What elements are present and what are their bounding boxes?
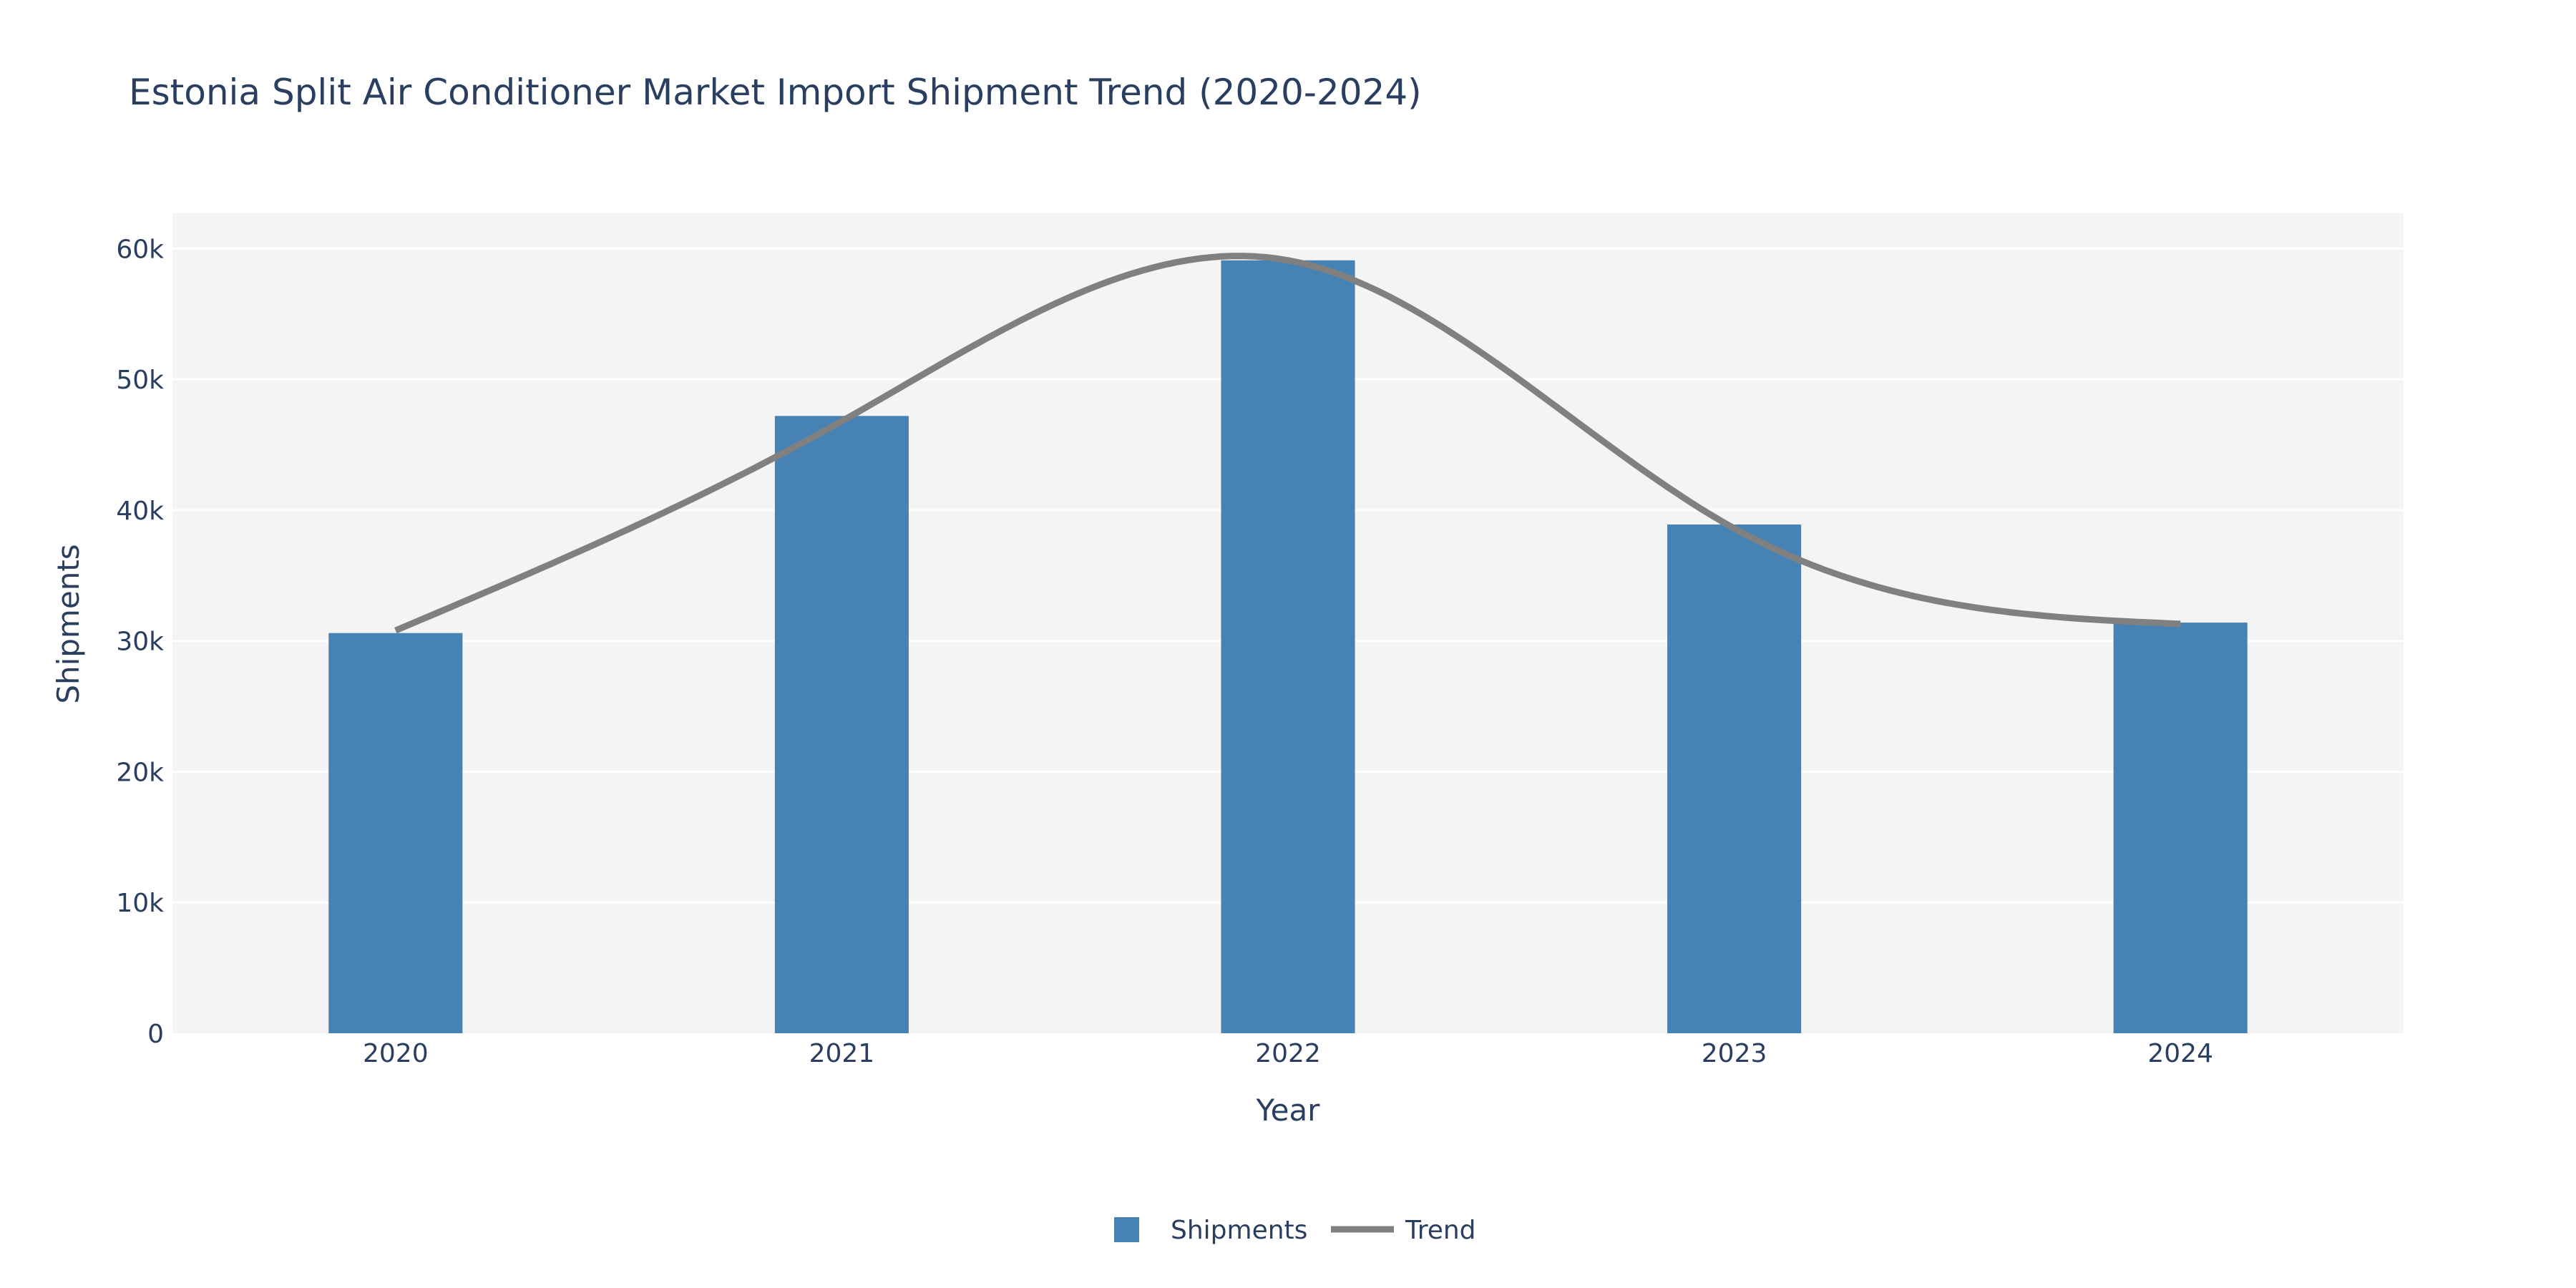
- y-tick-label: 60k: [116, 235, 164, 264]
- chart-title: Estonia Split Air Conditioner Market Imp…: [129, 72, 1422, 113]
- trend-line[interactable]: [394, 253, 2181, 634]
- legend-trend-label[interactable]: Trend: [1405, 1216, 1476, 1245]
- y-tick-label: 50k: [116, 366, 164, 395]
- legend[interactable]: Shipments Trend: [1114, 1216, 1476, 1245]
- x-tick-label: 2020: [363, 1039, 429, 1068]
- bar-2021[interactable]: [774, 416, 909, 1033]
- bar-2023[interactable]: [1667, 525, 1802, 1033]
- x-tick-label: 2023: [1702, 1039, 1767, 1068]
- y-tick-label: 10k: [116, 889, 164, 918]
- x-axis-title: Year: [1256, 1093, 1321, 1128]
- bar-2020[interactable]: [328, 633, 463, 1033]
- legend-shipments-swatch[interactable]: [1114, 1217, 1139, 1242]
- trend-line-group: [394, 253, 2181, 634]
- y-axis-title: Shipments: [51, 544, 86, 703]
- y-tick-label: 40k: [116, 497, 164, 526]
- bar-2024[interactable]: [2113, 623, 2248, 1033]
- legend-shipments-label[interactable]: Shipments: [1171, 1216, 1307, 1245]
- y-tick-label: 0: [147, 1020, 164, 1049]
- bars: [328, 260, 2248, 1033]
- y-tick-label: 20k: [116, 758, 164, 787]
- x-tick-label: 2022: [1255, 1039, 1321, 1068]
- x-tick-label: 2024: [2147, 1039, 2213, 1068]
- y-tick-label: 30k: [116, 628, 164, 657]
- x-axis-ticks: 2020 2021 2022 2023 2024: [363, 1039, 2213, 1068]
- y-axis-ticks: 0 10k 20k 30k 40k 50k 60k: [116, 235, 164, 1049]
- x-tick-label: 2021: [809, 1039, 875, 1068]
- bar-2022[interactable]: [1221, 260, 1355, 1033]
